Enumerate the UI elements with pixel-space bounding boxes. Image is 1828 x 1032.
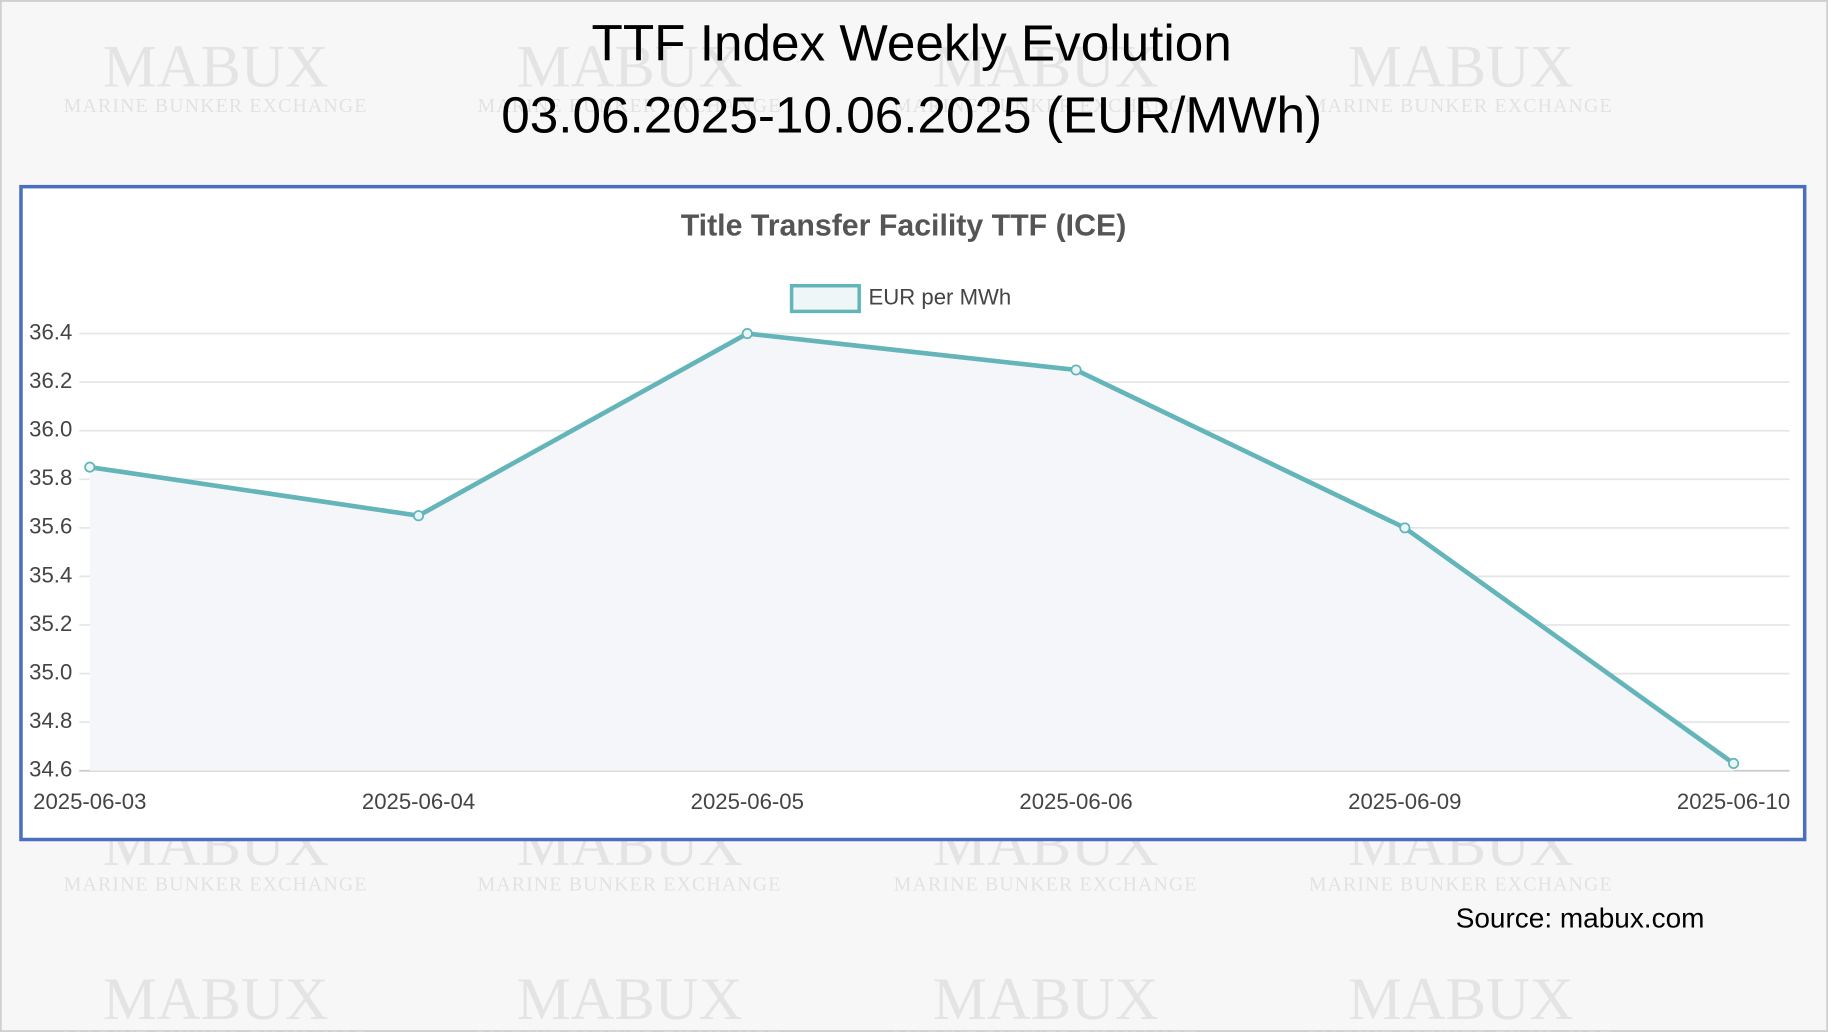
watermark-name: MABUX <box>1348 33 1574 100</box>
watermark-name: MABUX <box>933 966 1159 1032</box>
point <box>1728 757 1740 769</box>
point <box>1070 364 1082 376</box>
x-tick-label: 2025-06-06 <box>1019 789 1132 814</box>
area <box>89 333 1734 771</box>
legend-label: EUR per MWh <box>869 284 1012 309</box>
legend-swatch <box>789 284 861 314</box>
watermark-name: MABUX <box>1348 966 1574 1032</box>
point <box>412 510 425 522</box>
point <box>84 461 96 473</box>
y-tick-label: 34.8 <box>29 708 72 733</box>
y-tick-label: 36.0 <box>29 417 72 442</box>
watermark-tagline: MARINE BUNKER EXCHANGE <box>64 1028 368 1032</box>
watermark-tagline: MARINE BUNKER EXCHANGE <box>894 95 1198 117</box>
line <box>89 331 1735 766</box>
y-tick-label: 34.6 <box>29 757 72 782</box>
watermark-tagline: MARINE BUNKER EXCHANGE <box>478 95 782 117</box>
watermark-tagline: MARINE BUNKER EXCHANGE <box>1309 95 1613 117</box>
page-title: TTF Index Weekly Evolution <box>592 14 1232 71</box>
plot: 34.6 34.8 35.0 35.2 35.4 35.6 35.8 36.0 36.2 36.4… <box>29 284 1790 814</box>
watermark-tagline: MARINE BUNKER EXCHANGE <box>64 874 368 896</box>
y-tick-label: 36.4 <box>29 319 72 344</box>
watermark-name: MABUX <box>517 33 743 100</box>
watermark-tagline: MARINE BUNKER EXCHANGE <box>1309 874 1613 896</box>
y-tick-label: 35.4 <box>29 562 72 587</box>
y-tick-label: 36.2 <box>29 368 72 393</box>
watermark-tagline: MARINE BUNKER EXCHANGE <box>64 95 368 117</box>
y-tick-label: 35.8 <box>29 465 72 490</box>
watermark-tagline: MARINE BUNKER EXCHANGE <box>1309 1028 1613 1032</box>
chart-title: Title Transfer Facility TTF (ICE) <box>681 209 1127 242</box>
source: Source: mabux.com <box>1456 902 1705 933</box>
watermark-name: MABUX <box>517 966 743 1032</box>
x-tick-label: 2025-06-03 <box>33 789 146 814</box>
x-tick-label: 2025-06-04 <box>362 789 475 814</box>
point <box>1399 522 1411 534</box>
watermark-name: MABUX <box>103 966 329 1032</box>
watermark-tagline: MARINE BUNKER EXCHANGE <box>478 1028 782 1032</box>
page-subtitle: 03.06.2025-10.06.2025 (EUR/MWh) <box>501 87 1322 144</box>
watermark-tagline: MARINE BUNKER EXCHANGE <box>478 874 782 896</box>
x-tick-label: 2025-06-10 <box>1677 789 1790 814</box>
x-tick-label: 2025-06-09 <box>1348 789 1461 814</box>
y-tick-label: 35.0 <box>29 659 72 684</box>
y-tick-label: 35.2 <box>29 611 72 636</box>
watermark-tagline: MARINE BUNKER EXCHANGE <box>894 1028 1198 1032</box>
watermark-name: MABUX <box>933 33 1159 100</box>
watermark-name: MABUX <box>103 33 329 100</box>
y-tick-label: 35.6 <box>29 514 72 539</box>
watermark-tagline: MARINE BUNKER EXCHANGE <box>894 874 1198 896</box>
point <box>741 328 753 340</box>
x-tick-label: 2025-06-05 <box>691 789 804 814</box>
